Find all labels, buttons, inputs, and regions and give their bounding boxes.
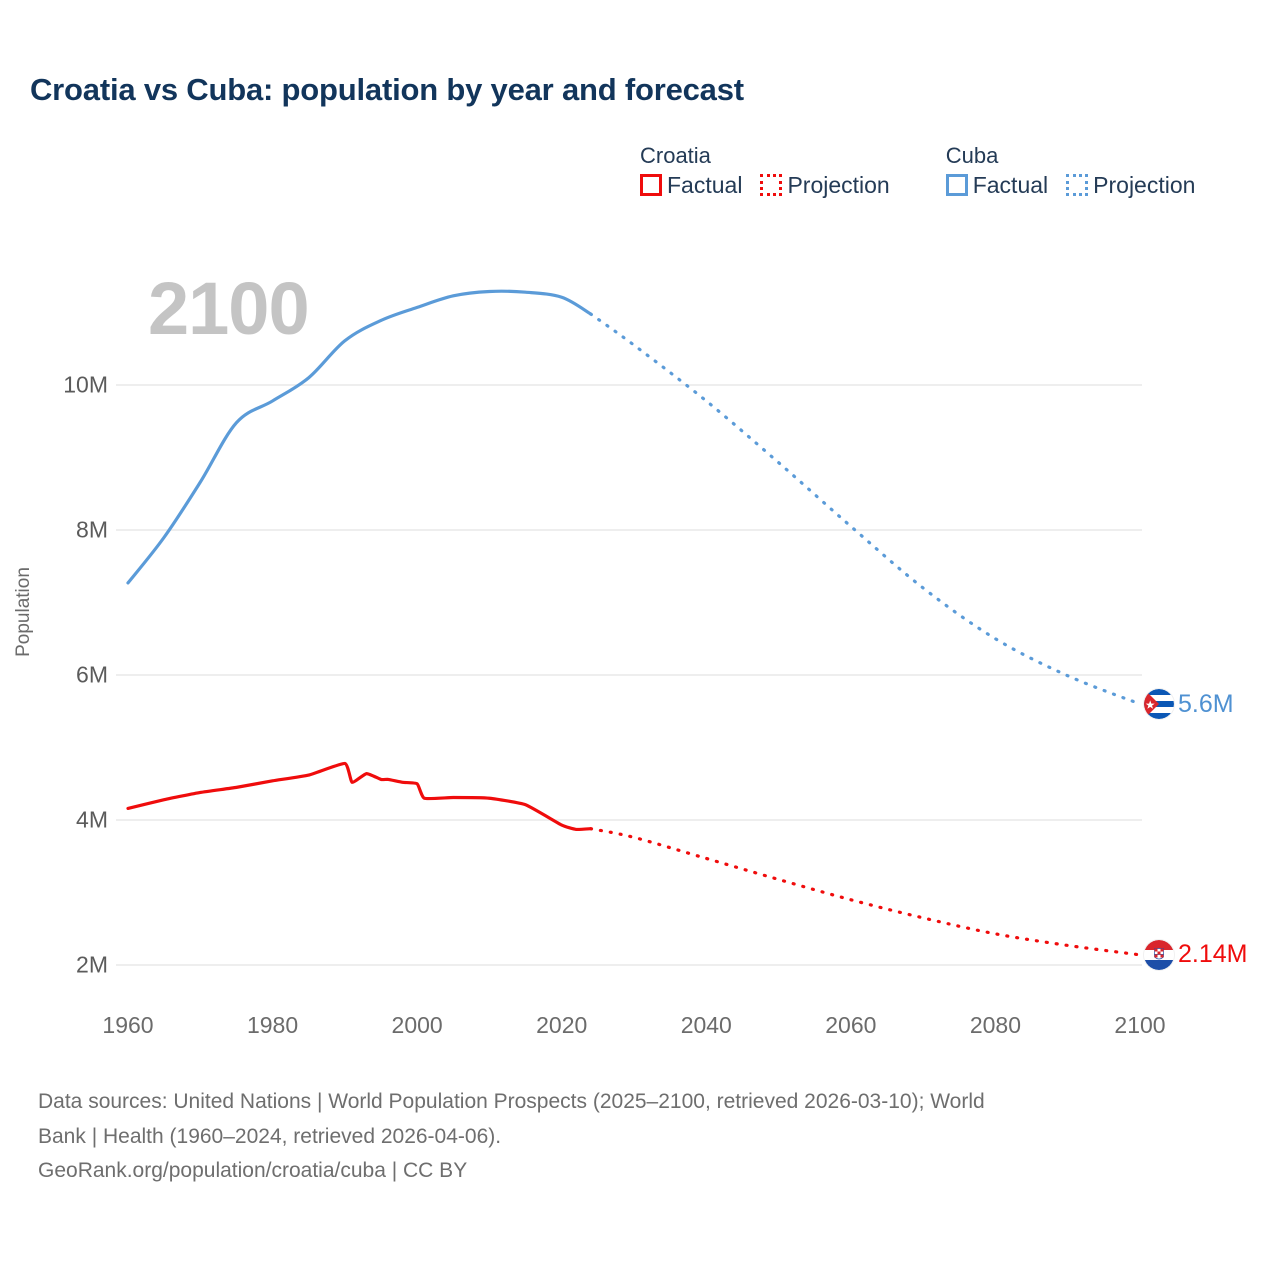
- x-tick-label: 2040: [680, 1012, 732, 1038]
- endpoint-value-cuba: 5.6M: [1178, 689, 1234, 718]
- y-axis-title: Population: [13, 567, 34, 657]
- legend-swatch-solid-icon: [945, 174, 968, 196]
- page-title: Croatia vs Cuba: population by year and …: [30, 72, 744, 107]
- chart-legend: Croatia Factual Projection Cuba Factual: [640, 142, 1195, 197]
- legend-swatch-dotted-icon: [1066, 174, 1089, 196]
- legend-swatch-dotted-icon: [760, 174, 783, 196]
- x-tick-label: 2000: [391, 1012, 443, 1038]
- legend-group-cuba: Cuba Factual Projection: [945, 142, 1196, 198]
- x-tick-label: 1980: [246, 1012, 299, 1038]
- footer-note: Data sources: United Nations | World Pop…: [38, 1086, 1238, 1188]
- croatia-flag-icon: [1144, 939, 1174, 970]
- legend-label-croatia-projection: Projection: [787, 171, 890, 198]
- legend-swatch-solid-icon: [640, 174, 662, 196]
- legend-group-title-croatia: Croatia: [640, 143, 711, 168]
- y-tick-label: 6M: [76, 661, 108, 688]
- series-line-croatia-projection: [589, 827, 1142, 957]
- y-tick-label: 4M: [76, 806, 108, 833]
- cuba-flag-icon: [1144, 689, 1174, 719]
- y-tick-label: 8M: [76, 516, 108, 543]
- x-tick-label: 2060: [825, 1012, 877, 1038]
- endpoint-value-croatia: 2.14M: [1178, 940, 1248, 969]
- legend-label-croatia-factual: Factual: [667, 171, 743, 198]
- x-tick-label: 2020: [536, 1012, 588, 1038]
- series-line-croatia-factual: [126, 761, 593, 832]
- legend-label-cuba-factual: Factual: [972, 171, 1049, 198]
- footer-sources-line1: Data sources: United Nations | World Pop…: [38, 1090, 985, 1113]
- legend-group-croatia: Croatia Factual Projection: [640, 142, 890, 197]
- year-watermark: 2100: [148, 267, 310, 350]
- y-tick-label: 2M: [76, 951, 108, 978]
- x-tick-label: 2100: [1114, 1012, 1166, 1038]
- legend-item-cuba-projection[interactable]: Projection: [1066, 171, 1196, 198]
- legend-label-cuba-projection: Projection: [1093, 171, 1196, 198]
- footer-attribution[interactable]: GeoRank.org/population/croatia/cuba | CC…: [38, 1159, 468, 1183]
- x-tick-label: 1960: [102, 1012, 154, 1038]
- legend-item-croatia-projection[interactable]: Projection: [760, 171, 890, 198]
- endpoint-label-croatia: 2.14M: [1144, 939, 1248, 970]
- legend-item-cuba-factual[interactable]: Factual: [945, 171, 1049, 198]
- endpoint-label-cuba: 5.6M: [1144, 689, 1234, 719]
- series-line-cuba-projection: [589, 312, 1142, 706]
- footer-sources-line2: Bank | Health (1960–2024, retrieved 2026…: [38, 1124, 502, 1148]
- y-tick-label: 10M: [63, 371, 108, 398]
- x-tick-label: 2080: [969, 1012, 1021, 1038]
- legend-group-title-cuba: Cuba: [945, 143, 999, 168]
- legend-item-croatia-factual[interactable]: Factual: [640, 171, 743, 198]
